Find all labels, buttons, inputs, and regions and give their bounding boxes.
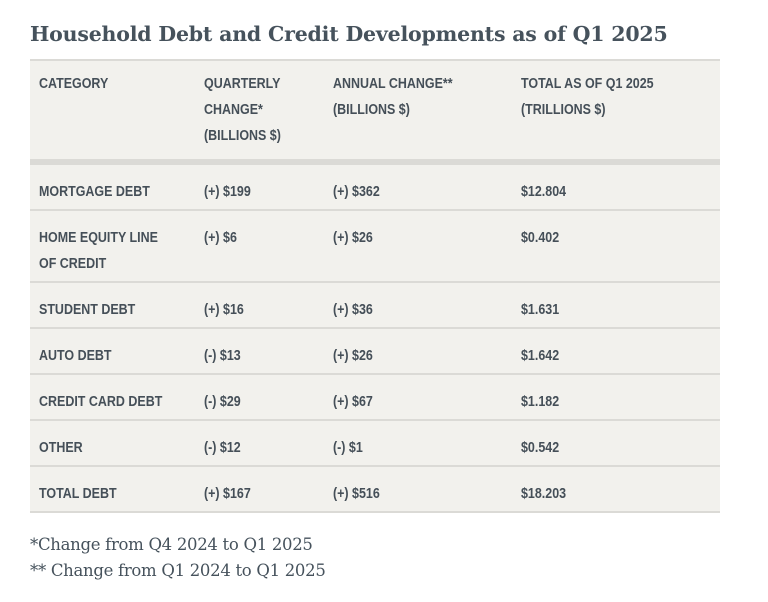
table-row: STUDENT DEBT (+) $16 (+) $36 $1.631 (30, 283, 720, 329)
header-annual-change: ANNUAL CHANGE** (BILLIONS $) (324, 61, 512, 159)
cell-annual: (+) $26 (324, 329, 512, 373)
annual-value: (+) $516 (333, 486, 380, 502)
cell-total: $1.631 (512, 283, 720, 327)
category-label: STUDENT DEBT (39, 302, 136, 318)
header-total-line: (TRILLIONS $) (521, 102, 606, 118)
cell-total: $0.402 (512, 211, 720, 281)
cell-quarterly: (-) $13 (195, 329, 324, 373)
category-label: TOTAL DEBT (39, 486, 117, 502)
cell-category: STUDENT DEBT (30, 283, 195, 327)
quarterly-value: (+) $167 (204, 486, 251, 502)
cell-quarterly: (+) $6 (195, 211, 324, 281)
header-quarterly-line: (BILLIONS $) (204, 128, 281, 144)
table-row: OTHER (-) $12 (-) $1 $0.542 (30, 421, 720, 467)
footnote-annual: ** Change from Q1 2024 to Q1 2025 (30, 561, 326, 580)
table-row-total: TOTAL DEBT (+) $167 (+) $516 $18.203 (30, 467, 720, 513)
total-value: $12.804 (521, 184, 567, 200)
annual-value: (+) $362 (333, 184, 380, 200)
header-quarterly-line: QUARTERLY (204, 76, 281, 92)
total-value: $1.631 (521, 302, 560, 318)
footnote-quarterly: *Change from Q4 2024 to Q1 2025 (30, 535, 313, 554)
header-annual-line: (BILLIONS $) (333, 102, 410, 118)
cell-total: $12.804 (512, 165, 720, 209)
cell-category: OTHER (30, 421, 195, 465)
total-value: $0.402 (521, 230, 560, 246)
cell-category: AUTO DEBT (30, 329, 195, 373)
annual-value: (+) $36 (333, 302, 373, 318)
header-category: CATEGORY (30, 61, 195, 159)
cell-category: MORTGAGE DEBT (30, 165, 195, 209)
table-row: AUTO DEBT (-) $13 (+) $26 $1.642 (30, 329, 720, 375)
table-row: HOME EQUITY LINE OF CREDIT (+) $6 (+) $2… (30, 211, 720, 283)
annual-value: (-) $1 (333, 440, 363, 456)
cell-annual: (+) $67 (324, 375, 512, 419)
quarterly-value: (+) $6 (204, 230, 237, 246)
cell-category: HOME EQUITY LINE OF CREDIT (30, 211, 195, 281)
quarterly-value: (+) $199 (204, 184, 251, 200)
header-quarterly-line: CHANGE* (204, 102, 263, 118)
annual-value: (+) $67 (333, 394, 373, 410)
header-category-line: CATEGORY (39, 76, 109, 92)
footnotes: *Change from Q4 2024 to Q1 2025 ** Chang… (30, 532, 326, 584)
cell-category: CREDIT CARD DEBT (30, 375, 195, 419)
quarterly-value: (-) $13 (204, 348, 241, 364)
total-value: $1.182 (521, 394, 560, 410)
cell-annual: (+) $26 (324, 211, 512, 281)
table-row: CREDIT CARD DEBT (-) $29 (+) $67 $1.182 (30, 375, 720, 421)
table-row: MORTGAGE DEBT (+) $199 (+) $362 $12.804 (30, 165, 720, 211)
cell-total: $0.542 (512, 421, 720, 465)
annual-value: (+) $26 (333, 348, 373, 364)
annual-value: (+) $26 (333, 230, 373, 246)
quarterly-value: (-) $29 (204, 394, 241, 410)
cell-quarterly: (-) $12 (195, 421, 324, 465)
category-label: CREDIT CARD DEBT (39, 394, 163, 410)
cell-category: TOTAL DEBT (30, 467, 195, 511)
page-title: Household Debt and Credit Developments a… (30, 22, 668, 46)
quarterly-value: (+) $16 (204, 302, 244, 318)
cell-annual: (+) $362 (324, 165, 512, 209)
category-label: HOME EQUITY LINE (39, 230, 158, 246)
cell-total: $1.642 (512, 329, 720, 373)
debt-table: CATEGORY QUARTERLY CHANGE* (BILLIONS $) … (30, 59, 720, 513)
total-value: $0.542 (521, 440, 560, 456)
cell-annual: (-) $1 (324, 421, 512, 465)
cell-annual: (+) $516 (324, 467, 512, 511)
category-label: AUTO DEBT (39, 348, 112, 364)
total-value: $18.203 (521, 486, 567, 502)
header-total: TOTAL AS OF Q1 2025 (TRILLIONS $) (512, 61, 720, 159)
cell-annual: (+) $36 (324, 283, 512, 327)
header-annual-line: ANNUAL CHANGE** (333, 76, 453, 92)
cell-total: $18.203 (512, 467, 720, 511)
total-value: $1.642 (521, 348, 560, 364)
cell-total: $1.182 (512, 375, 720, 419)
table-header-row: CATEGORY QUARTERLY CHANGE* (BILLIONS $) … (30, 61, 720, 165)
cell-quarterly: (+) $16 (195, 283, 324, 327)
category-label: OF CREDIT (39, 256, 107, 272)
cell-quarterly: (+) $167 (195, 467, 324, 511)
category-label: MORTGAGE DEBT (39, 184, 150, 200)
quarterly-value: (-) $12 (204, 440, 241, 456)
header-total-line: TOTAL AS OF Q1 2025 (521, 76, 654, 92)
category-label: OTHER (39, 440, 83, 456)
header-quarterly-change: QUARTERLY CHANGE* (BILLIONS $) (195, 61, 324, 159)
cell-quarterly: (-) $29 (195, 375, 324, 419)
cell-quarterly: (+) $199 (195, 165, 324, 209)
